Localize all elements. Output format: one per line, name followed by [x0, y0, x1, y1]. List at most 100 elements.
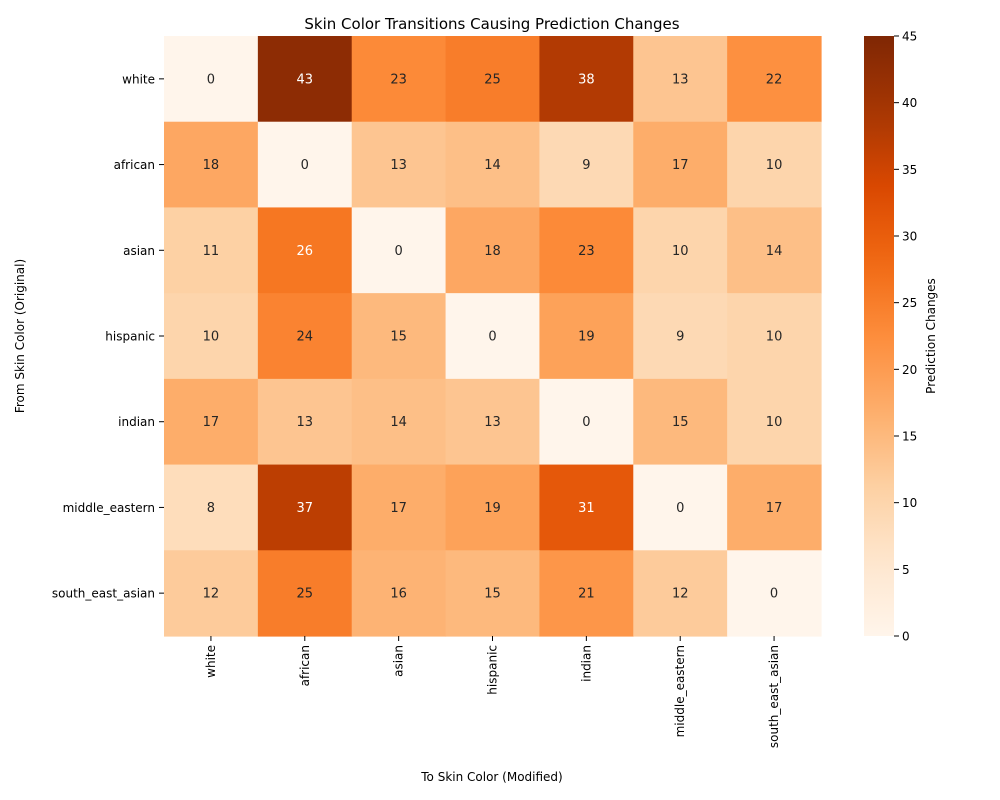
cell-value-label: 14: [484, 158, 501, 173]
cell-value-label: 14: [390, 415, 407, 430]
cell-value-label: 43: [297, 72, 314, 87]
heatmap-cell: [539, 207, 634, 294]
heatmap-cell: [633, 378, 728, 466]
heatmap-cell: [727, 464, 822, 551]
heatmap-cell: [727, 121, 822, 209]
cell-value-label: 18: [203, 158, 220, 173]
x-axis-ticks: white african asian hispanic indian middle_ea…: [204, 636, 781, 748]
cell-value-label: 13: [672, 72, 689, 87]
x-tick-label: white: [204, 645, 218, 678]
cell-value-label: 18: [484, 244, 501, 259]
heatmap-cell: [633, 207, 728, 294]
cell-value-label: 12: [672, 587, 689, 602]
x-axis-label: To Skin Color (Modified): [420, 770, 562, 784]
colorbar-tick-label: 40: [902, 96, 917, 110]
cell-value-label: 17: [766, 501, 783, 516]
cell-value-label: 13: [297, 415, 314, 430]
heatmap-cell: [445, 293, 541, 380]
cell-value-label: 8: [207, 501, 215, 516]
heatmap-cell: [633, 121, 728, 209]
cell-value-label: 37: [297, 501, 314, 516]
cell-value-label: 19: [484, 501, 501, 516]
colorbar-tick-label: 5: [902, 563, 910, 577]
cell-value-label: 31: [578, 501, 595, 516]
heatmap-cell: [351, 36, 447, 123]
heatmap-cell: [633, 464, 728, 551]
heatmap-cell: [351, 550, 447, 637]
cell-value-label: 17: [203, 415, 220, 430]
heatmap-cell: [445, 121, 541, 209]
heatmap-cell: [539, 550, 634, 637]
heatmap-cell: [727, 378, 822, 466]
heatmap-cells: [164, 36, 822, 637]
cell-value-label: 13: [484, 415, 501, 430]
x-tick-label: middle_eastern: [673, 645, 687, 737]
heatmap-cell: [727, 293, 822, 380]
heatmap-cell: [445, 207, 541, 294]
y-tick-label: asian: [123, 244, 155, 258]
cell-value-label: 0: [488, 330, 496, 345]
x-tick-label: asian: [392, 645, 406, 677]
colorbar-tick-label: 45: [902, 30, 917, 44]
heatmap-cell: [257, 464, 353, 551]
cell-value-label: 9: [676, 330, 684, 345]
heatmap-cell: [351, 121, 447, 209]
colorbar-ticks: 0 5 10 15 20 25 30 35 40 45: [894, 30, 917, 644]
heatmap-cell: [445, 464, 541, 551]
heatmap-cell: [257, 378, 353, 466]
heatmap-cell: [727, 207, 822, 294]
colorbar-tick-label: 30: [902, 230, 917, 244]
cell-value-label: 10: [766, 158, 783, 173]
cell-value-label: 23: [578, 244, 595, 259]
heatmap-cell: [164, 550, 259, 637]
heatmap-cell: [351, 378, 447, 466]
heatmap-cell: [727, 36, 822, 123]
heatmap-cell: [539, 121, 634, 209]
cell-value-label: 38: [578, 72, 595, 87]
colorbar-label: Prediction Changes: [924, 278, 938, 394]
heatmap-cell: [727, 550, 822, 637]
cell-value-label: 0: [395, 244, 403, 259]
heatmap-cell: [351, 293, 447, 380]
y-tick-label: indian: [118, 415, 155, 429]
heatmap-cell: [539, 293, 634, 380]
cell-value-label: 15: [484, 587, 501, 602]
heatmap-cell: [539, 378, 634, 466]
colorbar-tick-label: 20: [902, 363, 917, 377]
heatmap-cell: [257, 550, 353, 637]
heatmap-cell: [633, 293, 728, 380]
colorbar-tick-label: 15: [902, 430, 917, 444]
heatmap-cell: [445, 550, 541, 637]
cell-value-label: 22: [766, 72, 783, 87]
heatmap-cell: [164, 378, 259, 466]
cell-value-label: 0: [770, 587, 778, 602]
heatmap-cell: [445, 378, 541, 466]
colorbar-tick-label: 0: [902, 630, 910, 644]
heatmap-cell: [539, 464, 634, 551]
y-axis-label: From Skin Color (Original): [13, 259, 27, 413]
colorbar: [864, 36, 894, 636]
cell-value-label: 10: [766, 330, 783, 345]
cell-value-label: 26: [297, 244, 314, 259]
heatmap-cell: [445, 36, 541, 123]
cell-value-label: 14: [766, 244, 783, 259]
y-axis-ticks: white african asian hispanic indian middle_ea…: [52, 72, 164, 601]
heatmap-cell: [257, 121, 353, 209]
heatmap-cell: [164, 36, 259, 123]
heatmap-cell: [164, 207, 259, 294]
cell-value-label: 0: [207, 72, 215, 87]
x-tick-label: south_east_asian: [767, 645, 781, 748]
cell-value-label: 16: [390, 587, 407, 602]
cell-value-label: 12: [203, 587, 220, 602]
cell-value-label: 19: [578, 330, 595, 345]
heatmap-cell: [164, 293, 259, 380]
heatmap-cell: [633, 36, 728, 123]
cell-value-label: 10: [766, 415, 783, 430]
cell-value-label: 9: [582, 158, 590, 173]
heatmap-cell: [164, 121, 259, 209]
y-tick-label: hispanic: [105, 330, 155, 344]
y-tick-label: south_east_asian: [52, 587, 155, 601]
y-tick-label: middle_eastern: [63, 501, 155, 515]
cell-value-label: 23: [390, 72, 407, 87]
